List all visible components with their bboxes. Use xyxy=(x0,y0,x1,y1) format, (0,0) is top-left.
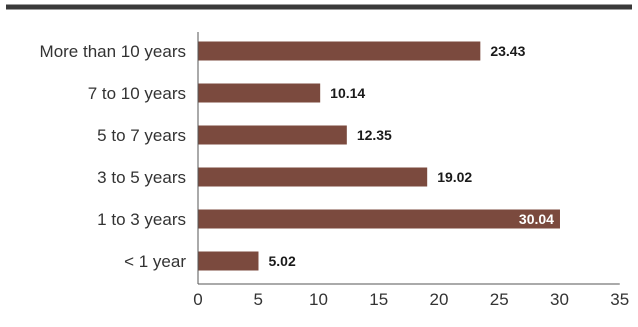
category-label: 5 to 7 years xyxy=(97,126,186,145)
bars-group xyxy=(198,41,560,271)
x-tick-label: 15 xyxy=(369,290,388,309)
data-label: 10.14 xyxy=(330,85,365,101)
bar-0 xyxy=(198,41,481,61)
category-label: More than 10 years xyxy=(40,42,186,61)
bar-5 xyxy=(198,251,259,271)
x-tick-label: 35 xyxy=(610,290,629,309)
category-label: 1 to 3 years xyxy=(97,210,186,229)
bar-2 xyxy=(198,125,347,145)
x-tick-label: 5 xyxy=(254,290,263,309)
data-labels-group: 23.43 10.14 12.35 19.02 30.04 5.02 xyxy=(268,43,554,269)
data-label: 5.02 xyxy=(268,253,295,269)
x-ticks-group: 0 5 10 15 20 25 30 35 xyxy=(193,290,629,309)
category-label: < 1 year xyxy=(124,252,186,271)
category-labels-group: More than 10 years 7 to 10 years 5 to 7 ye… xyxy=(40,42,187,271)
data-label: 12.35 xyxy=(357,127,392,143)
data-label: 23.43 xyxy=(490,43,525,59)
bar-1 xyxy=(198,83,321,103)
x-tick-label: 0 xyxy=(193,290,202,309)
x-tick-label: 25 xyxy=(490,290,509,309)
x-tick-label: 20 xyxy=(430,290,449,309)
bar-4 xyxy=(198,209,560,229)
data-label: 30.04 xyxy=(519,211,554,227)
category-label: 3 to 5 years xyxy=(97,168,186,187)
category-label: 7 to 10 years xyxy=(88,84,186,103)
data-label: 19.02 xyxy=(437,169,472,185)
x-tick-label: 10 xyxy=(309,290,328,309)
bar-3 xyxy=(198,167,428,187)
x-tick-label: 30 xyxy=(550,290,569,309)
